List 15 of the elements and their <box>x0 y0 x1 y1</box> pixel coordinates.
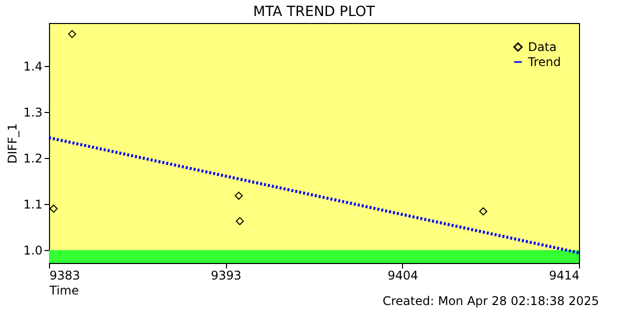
y-tick-label: 1.3 <box>23 105 42 120</box>
y-tick-label: 1.0 <box>23 244 42 258</box>
text: Created: Mon Apr 28 02:18:38 2025 <box>382 294 599 308</box>
legend-label: Data <box>528 40 557 54</box>
y-tick-label: 1.4 <box>23 59 42 74</box>
x-tick-label: 9393 <box>210 268 242 282</box>
x-tick-label: 9404 <box>388 268 418 282</box>
y-tick-label: 1.1 <box>23 198 42 212</box>
y-tick-label: 1.2 <box>23 151 42 166</box>
legend-label: Trend <box>527 55 561 69</box>
chart-title: MTA TREND PLOT <box>253 4 376 20</box>
x-tick-label: 9383 <box>50 268 80 282</box>
y-axis-title: DIFF_1 <box>5 123 20 164</box>
x-tick-label: 9414 <box>548 268 580 282</box>
x-axis-title: Time <box>48 284 79 298</box>
